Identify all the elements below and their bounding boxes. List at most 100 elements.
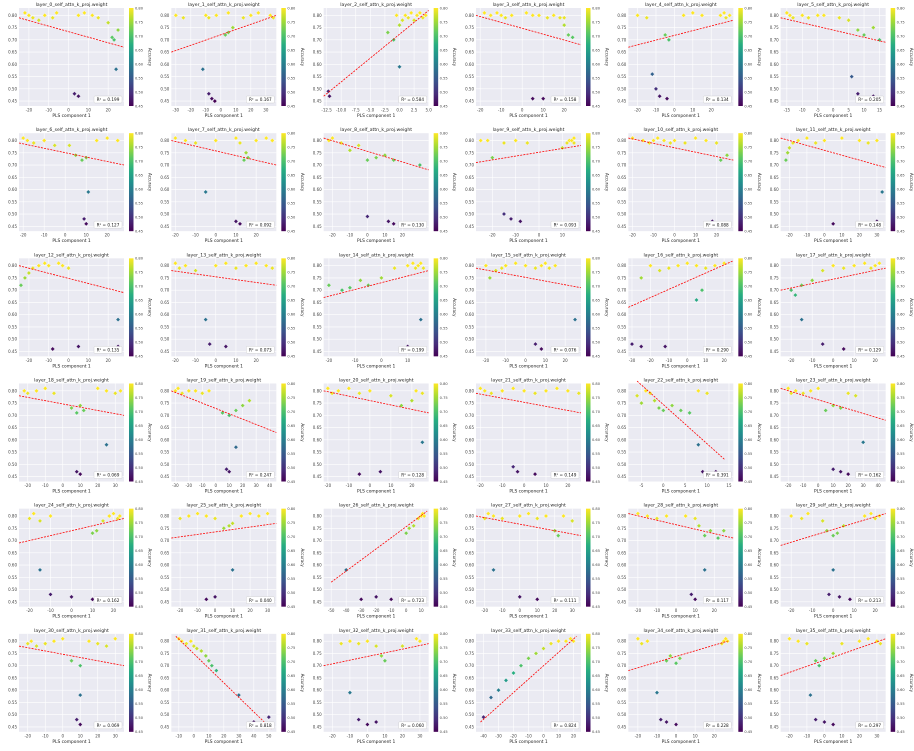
data-point: [115, 27, 121, 33]
colorbar-tick-label: 0.45: [744, 355, 752, 359]
data-point: [206, 388, 212, 394]
regression-line: [171, 522, 277, 539]
plot-area: [171, 508, 277, 607]
x-tick-label: 0: [369, 483, 372, 488]
data-point: [347, 148, 353, 153]
x-tick-label: -20: [634, 108, 641, 113]
colorbar-tick-label: 0.75: [135, 146, 143, 150]
data-point: [555, 533, 561, 538]
colorbar-tick-label: 0.75: [440, 521, 448, 525]
y-tick-label: 0.45: [313, 349, 322, 354]
colorbar-tick-label: 0.70: [744, 285, 753, 289]
x-tick-label: 10: [90, 608, 96, 613]
y-tick-label: 0.75: [313, 25, 322, 30]
y-tick-label: 0.80: [617, 514, 626, 519]
colorbar-tick-label: 0.60: [744, 563, 753, 567]
data-point: [31, 140, 37, 146]
y-tick-label: 0.45: [160, 99, 169, 104]
y-tick-label: 0.80: [8, 13, 17, 18]
r2-label: R² = 0.162: [858, 473, 881, 478]
data-point: [651, 138, 656, 143]
y-tick-label: 0.75: [313, 401, 322, 406]
data-point: [233, 135, 239, 141]
y-tick-label: 0.50: [160, 212, 169, 217]
y-tick-label: 0.75: [160, 25, 169, 30]
colorbar-tick-label: 0.60: [744, 688, 753, 692]
regression-line: [475, 515, 582, 537]
colorbar-tick-label: 0.80: [592, 507, 601, 511]
y-tick-label: 0.80: [313, 514, 322, 519]
panel-title: layer_7_self_attn_k_proj.weight: [188, 127, 260, 133]
colorbar-tick-label: 0.70: [287, 660, 296, 664]
data-point: [418, 260, 424, 266]
scatter-panel-33: layer_33_self_attn_k_proj.weight0.450.50…: [465, 628, 609, 745]
data-point: [499, 265, 505, 271]
data-point: [845, 471, 851, 477]
plot-area: [171, 383, 277, 482]
y-tick-label: 0.60: [8, 312, 17, 317]
data-point: [521, 388, 527, 394]
colorbar-tick-label: 0.50: [135, 591, 144, 595]
data-point: [89, 13, 95, 18]
panel-title: layer_9_self_attn_k_proj.weight: [493, 127, 565, 133]
y-tick-label: 0.80: [313, 263, 322, 268]
data-point: [532, 471, 538, 477]
data-point: [668, 140, 673, 146]
data-point: [564, 140, 570, 146]
y-tick-label: 0.60: [617, 437, 626, 442]
data-point: [245, 155, 251, 160]
colorbar-tick-label: 0.60: [440, 563, 449, 567]
colorbar-tick-label: 0.70: [897, 410, 906, 414]
data-point: [36, 263, 42, 268]
x-tick-label: -10: [499, 608, 506, 613]
scatter-panel-23: layer_23_self_attn_k_proj.weight0.450.50…: [770, 378, 914, 495]
data-point: [226, 469, 232, 475]
r2-label: R² = 0.111: [554, 598, 577, 603]
scatter-panel-35: layer_35_self_attn_k_proj.weight0.450.50…: [770, 628, 914, 745]
colorbar-tick-label: 0.55: [744, 202, 752, 206]
x-axis-label: PLS component 1: [814, 614, 853, 620]
data-point: [548, 641, 554, 646]
data-point: [662, 32, 668, 38]
colorbar-tick-label: 0.65: [440, 174, 448, 178]
data-point: [226, 523, 232, 529]
colorbar-tick-label: 0.70: [744, 410, 753, 414]
y-tick-label: 0.65: [465, 425, 474, 430]
data-point: [638, 344, 644, 349]
colorbar-tick-label: 0.50: [744, 716, 753, 720]
data-point: [491, 567, 496, 573]
colorbar-tick-label: 0.80: [135, 132, 144, 136]
data-point: [543, 513, 549, 519]
y-tick-label: 0.60: [770, 563, 779, 568]
panel-title: layer_18_self_attn_k_proj.weight: [34, 378, 109, 384]
colorbar-tick-label: 0.65: [440, 299, 448, 303]
data-point: [868, 265, 874, 271]
x-axis-label: PLS component 1: [52, 614, 91, 620]
data-point: [199, 648, 204, 654]
plot-area: [476, 258, 581, 357]
panel-title: layer_27_self_attn_k_proj.weight: [491, 503, 566, 509]
x-tick-label: -20: [510, 733, 517, 738]
panel-title: layer_13_self_attn_k_proj.weight: [186, 252, 261, 258]
colorbar-tick-label: 0.70: [744, 34, 753, 38]
x-tick-label: -10: [804, 233, 811, 238]
colorbar-label: Accuracy: [300, 48, 305, 67]
colorbar: [738, 133, 743, 232]
data-point: [51, 390, 57, 396]
colorbar-tick-label: 0.65: [592, 48, 600, 52]
colorbar-tick-label: 0.50: [135, 90, 144, 94]
data-point: [76, 93, 81, 99]
x-axis-label: PLS component 1: [662, 113, 701, 119]
colorbar-label: Accuracy: [605, 48, 610, 67]
x-tick-label: 20: [552, 608, 558, 613]
colorbar-tick-label: 0.60: [287, 313, 296, 317]
data-point: [568, 636, 573, 642]
y-tick-label: 0.50: [8, 587, 17, 592]
colorbar-tick-label: 0.80: [440, 382, 449, 386]
x-axis-label: PLS component 1: [357, 113, 396, 119]
data-point: [788, 390, 794, 396]
colorbar-tick-label: 0.45: [135, 104, 143, 108]
data-point: [51, 638, 57, 644]
colorbar-tick-label: 0.55: [287, 702, 295, 706]
data-point: [95, 641, 101, 646]
